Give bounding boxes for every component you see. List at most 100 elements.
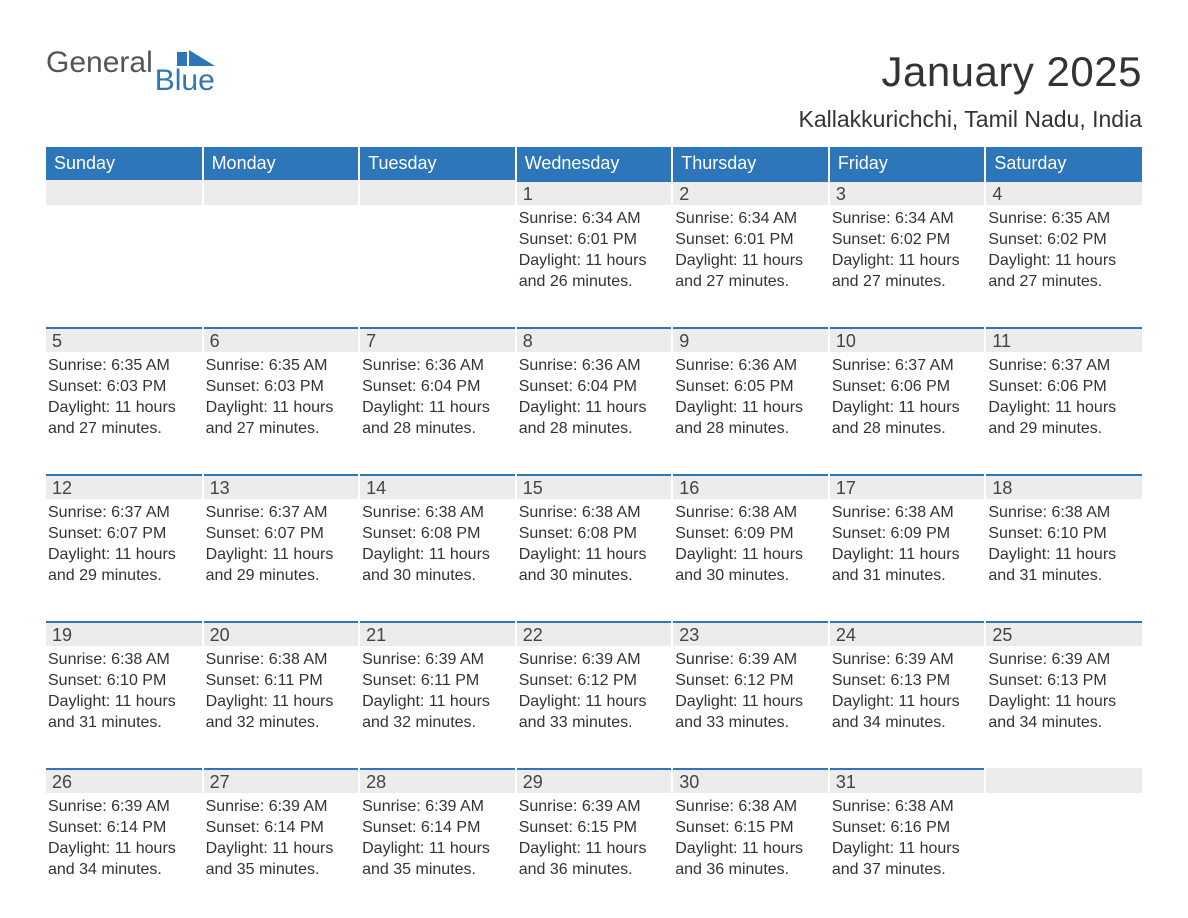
calendar-cell — [46, 180, 203, 327]
daylight-line: Daylight: 11 hours and 29 minutes. — [48, 544, 202, 586]
day-details: Sunrise: 6:34 AMSunset: 6:01 PMDaylight:… — [673, 205, 828, 292]
calendar-cell: 17Sunrise: 6:38 AMSunset: 6:09 PMDayligh… — [829, 474, 986, 621]
weekday-header: Saturday — [985, 147, 1142, 180]
daylight-line: Daylight: 11 hours and 27 minutes. — [832, 250, 985, 292]
day-number: 11 — [986, 327, 1142, 352]
day-details: Sunrise: 6:36 AMSunset: 6:04 PMDaylight:… — [517, 352, 672, 439]
sunset-line: Sunset: 6:07 PM — [48, 523, 202, 544]
sunset-line: Sunset: 6:15 PM — [675, 817, 828, 838]
day-number: 31 — [830, 768, 985, 793]
day-details: Sunrise: 6:39 AMSunset: 6:11 PMDaylight:… — [360, 646, 515, 733]
day-details: Sunrise: 6:36 AMSunset: 6:05 PMDaylight:… — [673, 352, 828, 439]
calendar-table: Sunday Monday Tuesday Wednesday Thursday… — [46, 147, 1142, 915]
sunrise-line: Sunrise: 6:39 AM — [832, 649, 985, 670]
daylight-line: Daylight: 11 hours and 31 minutes. — [48, 691, 202, 733]
sunset-line: Sunset: 6:13 PM — [988, 670, 1142, 691]
day-number: 16 — [673, 474, 828, 499]
day-details: Sunrise: 6:34 AMSunset: 6:01 PMDaylight:… — [517, 205, 672, 292]
calendar-cell: 6Sunrise: 6:35 AMSunset: 6:03 PMDaylight… — [203, 327, 360, 474]
calendar-cell: 18Sunrise: 6:38 AMSunset: 6:10 PMDayligh… — [985, 474, 1142, 621]
calendar-cell: 26Sunrise: 6:39 AMSunset: 6:14 PMDayligh… — [46, 768, 203, 915]
calendar-row: 1Sunrise: 6:34 AMSunset: 6:01 PMDaylight… — [46, 180, 1142, 327]
sunrise-line: Sunrise: 6:39 AM — [362, 649, 515, 670]
sunrise-line: Sunrise: 6:38 AM — [675, 502, 828, 523]
sunset-line: Sunset: 6:03 PM — [48, 376, 202, 397]
sunset-line: Sunset: 6:14 PM — [206, 817, 359, 838]
daylight-line: Daylight: 11 hours and 32 minutes. — [362, 691, 515, 733]
sunset-line: Sunset: 6:13 PM — [832, 670, 985, 691]
sunset-line: Sunset: 6:10 PM — [48, 670, 202, 691]
calendar-cell: 16Sunrise: 6:38 AMSunset: 6:09 PMDayligh… — [672, 474, 829, 621]
calendar-cell: 28Sunrise: 6:39 AMSunset: 6:14 PMDayligh… — [359, 768, 516, 915]
day-details: Sunrise: 6:39 AMSunset: 6:15 PMDaylight:… — [517, 793, 672, 880]
day-details: Sunrise: 6:39 AMSunset: 6:13 PMDaylight:… — [830, 646, 985, 733]
day-number: 5 — [46, 327, 202, 352]
location-subtitle: Kallakkurichchi, Tamil Nadu, India — [799, 106, 1142, 133]
daylight-line: Daylight: 11 hours and 27 minutes. — [206, 397, 359, 439]
sunrise-line: Sunrise: 6:39 AM — [675, 649, 828, 670]
calendar-row: 12Sunrise: 6:37 AMSunset: 6:07 PMDayligh… — [46, 474, 1142, 621]
day-number: 25 — [986, 621, 1142, 646]
day-details: Sunrise: 6:38 AMSunset: 6:09 PMDaylight:… — [830, 499, 985, 586]
sunrise-line: Sunrise: 6:34 AM — [519, 208, 672, 229]
day-number: 10 — [830, 327, 985, 352]
sunrise-line: Sunrise: 6:36 AM — [519, 355, 672, 376]
sunset-line: Sunset: 6:14 PM — [48, 817, 202, 838]
daylight-line: Daylight: 11 hours and 30 minutes. — [519, 544, 672, 586]
sunrise-line: Sunrise: 6:35 AM — [206, 355, 359, 376]
sunset-line: Sunset: 6:02 PM — [832, 229, 985, 250]
sunset-line: Sunset: 6:08 PM — [519, 523, 672, 544]
day-number: 27 — [204, 768, 359, 793]
sunrise-line: Sunrise: 6:34 AM — [675, 208, 828, 229]
sunrise-line: Sunrise: 6:36 AM — [675, 355, 828, 376]
daylight-line: Daylight: 11 hours and 37 minutes. — [832, 838, 985, 880]
day-number — [204, 180, 359, 205]
sunrise-line: Sunrise: 6:38 AM — [675, 796, 828, 817]
sunrise-line: Sunrise: 6:38 AM — [362, 502, 515, 523]
sunrise-line: Sunrise: 6:34 AM — [832, 208, 985, 229]
calendar-cell: 2Sunrise: 6:34 AMSunset: 6:01 PMDaylight… — [672, 180, 829, 327]
sunset-line: Sunset: 6:03 PM — [206, 376, 359, 397]
calendar-cell: 20Sunrise: 6:38 AMSunset: 6:11 PMDayligh… — [203, 621, 360, 768]
daylight-line: Daylight: 11 hours and 33 minutes. — [675, 691, 828, 733]
sunset-line: Sunset: 6:04 PM — [519, 376, 672, 397]
day-number — [986, 768, 1142, 793]
sunrise-line: Sunrise: 6:38 AM — [519, 502, 672, 523]
daylight-line: Daylight: 11 hours and 36 minutes. — [675, 838, 828, 880]
daylight-line: Daylight: 11 hours and 35 minutes. — [206, 838, 359, 880]
sunset-line: Sunset: 6:15 PM — [519, 817, 672, 838]
day-details: Sunrise: 6:38 AMSunset: 6:16 PMDaylight:… — [830, 793, 985, 880]
daylight-line: Daylight: 11 hours and 32 minutes. — [206, 691, 359, 733]
day-details: Sunrise: 6:37 AMSunset: 6:06 PMDaylight:… — [830, 352, 985, 439]
calendar-cell: 4Sunrise: 6:35 AMSunset: 6:02 PMDaylight… — [985, 180, 1142, 327]
logo: General Blue — [46, 48, 215, 98]
daylight-line: Daylight: 11 hours and 30 minutes. — [675, 544, 828, 586]
daylight-line: Daylight: 11 hours and 30 minutes. — [362, 544, 515, 586]
daylight-line: Daylight: 11 hours and 28 minutes. — [832, 397, 985, 439]
day-details: Sunrise: 6:35 AMSunset: 6:02 PMDaylight:… — [986, 205, 1142, 292]
daylight-line: Daylight: 11 hours and 29 minutes. — [988, 397, 1142, 439]
sunset-line: Sunset: 6:06 PM — [988, 376, 1142, 397]
daylight-line: Daylight: 11 hours and 27 minutes. — [988, 250, 1142, 292]
calendar-cell: 14Sunrise: 6:38 AMSunset: 6:08 PMDayligh… — [359, 474, 516, 621]
weekday-header: Wednesday — [516, 147, 673, 180]
calendar-cell: 5Sunrise: 6:35 AMSunset: 6:03 PMDaylight… — [46, 327, 203, 474]
day-details: Sunrise: 6:37 AMSunset: 6:07 PMDaylight:… — [204, 499, 359, 586]
daylight-line: Daylight: 11 hours and 34 minutes. — [48, 838, 202, 880]
sunrise-line: Sunrise: 6:36 AM — [362, 355, 515, 376]
day-number: 8 — [517, 327, 672, 352]
weekday-header: Monday — [203, 147, 360, 180]
day-details: Sunrise: 6:39 AMSunset: 6:14 PMDaylight:… — [360, 793, 515, 880]
day-details: Sunrise: 6:38 AMSunset: 6:08 PMDaylight:… — [360, 499, 515, 586]
sunrise-line: Sunrise: 6:39 AM — [206, 796, 359, 817]
day-details: Sunrise: 6:39 AMSunset: 6:14 PMDaylight:… — [204, 793, 359, 880]
day-number: 28 — [360, 768, 515, 793]
sunrise-line: Sunrise: 6:39 AM — [362, 796, 515, 817]
daylight-line: Daylight: 11 hours and 27 minutes. — [48, 397, 202, 439]
day-number: 19 — [46, 621, 202, 646]
calendar-cell — [985, 768, 1142, 915]
calendar-cell: 19Sunrise: 6:38 AMSunset: 6:10 PMDayligh… — [46, 621, 203, 768]
sunrise-line: Sunrise: 6:39 AM — [988, 649, 1142, 670]
sunset-line: Sunset: 6:11 PM — [206, 670, 359, 691]
day-number: 3 — [830, 180, 985, 205]
